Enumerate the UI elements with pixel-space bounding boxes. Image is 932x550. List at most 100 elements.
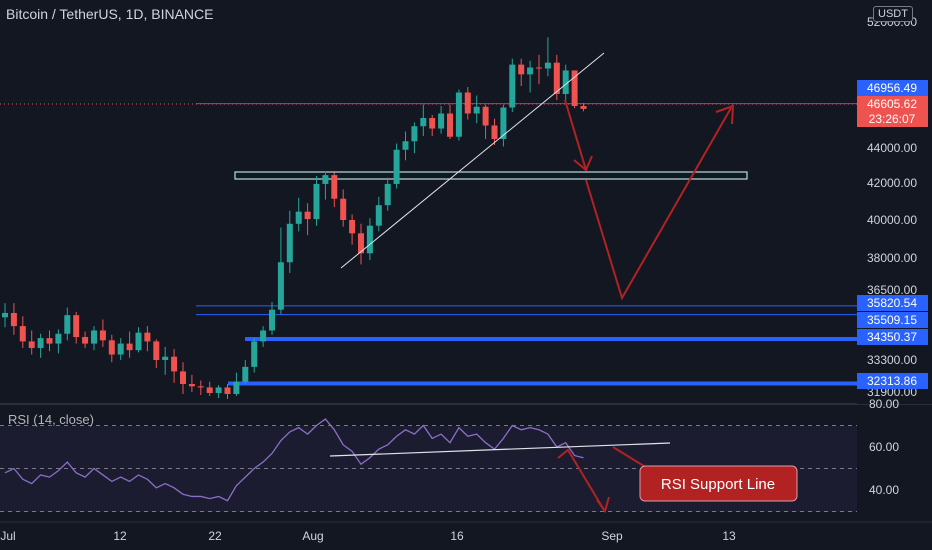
- candle-body: [562, 70, 569, 94]
- candle-body: [571, 70, 578, 106]
- candle-body: [180, 371, 186, 384]
- price-tick-label: 42000.00: [867, 176, 917, 190]
- candle-body: [295, 211, 302, 224]
- price-tick-label: 40000.00: [867, 213, 917, 227]
- candle-body: [447, 113, 453, 137]
- candle-body: [126, 343, 133, 351]
- candle-body: [153, 341, 160, 360]
- candle-body: [491, 125, 498, 139]
- candle-body: [82, 337, 89, 344]
- candle-body: [500, 107, 507, 139]
- price-tick-label: 33300.00: [867, 353, 917, 367]
- price-label-box: [857, 373, 928, 389]
- candle-body: [269, 309, 275, 331]
- candle-body: [10, 312, 17, 327]
- price-label: 23:26:07: [869, 112, 916, 126]
- resistance-box: [234, 171, 748, 180]
- candle-body: [206, 387, 213, 393]
- candle-body: [188, 384, 195, 387]
- candle-body: [393, 149, 400, 184]
- candle-body: [420, 118, 427, 127]
- time-tick-label: 22: [208, 529, 222, 543]
- rsi-axis: [857, 405, 932, 522]
- currency-selector[interactable]: USDT: [873, 6, 913, 22]
- candle-body: [402, 141, 409, 150]
- time-tick-label: Jul: [0, 529, 15, 543]
- candle-body: [224, 387, 231, 394]
- candle-body: [464, 92, 471, 114]
- candle-body: [55, 333, 62, 344]
- candle-body: [73, 315, 80, 338]
- candle-body: [91, 330, 97, 344]
- price-tick-label: 44000.00: [867, 141, 917, 155]
- candle-body: [429, 118, 436, 129]
- candle-body: [117, 343, 124, 355]
- candle-body: [580, 106, 587, 109]
- rsi-tick-label: 40.00: [869, 483, 899, 497]
- candle-body: [544, 62, 551, 69]
- candle-body: [384, 183, 391, 206]
- candle-body: [171, 356, 178, 372]
- candle-body: [313, 183, 320, 220]
- price-label-box: [857, 329, 928, 345]
- price-label-box: [857, 295, 928, 311]
- price-label: 32313.86: [867, 374, 917, 388]
- candle-body: [242, 366, 249, 382]
- rsi-support-line: [329, 442, 671, 457]
- candle-body: [215, 387, 222, 393]
- rsi-callout-label: RSI Support Line: [661, 476, 775, 493]
- candle-body: [135, 332, 142, 351]
- candle-body: [331, 175, 338, 199]
- candle-body: [322, 175, 329, 184]
- time-tick-label: Sep: [601, 529, 623, 543]
- price-tick-label: 38000.00: [867, 251, 917, 265]
- candle-body: [482, 106, 489, 126]
- projection-arrow: [564, 99, 587, 171]
- time-tick-label: 13: [722, 529, 736, 543]
- candle-body: [473, 106, 480, 114]
- candle-body: [19, 326, 26, 342]
- candle-body: [518, 64, 525, 75]
- rsi-tick-label: 80.00: [869, 397, 899, 411]
- candle-body: [304, 211, 311, 220]
- candle-body: [144, 332, 151, 342]
- candle-body: [349, 220, 356, 234]
- candle-body: [536, 67, 542, 69]
- candle-body: [358, 233, 364, 254]
- candle-body: [233, 381, 240, 394]
- candle-body: [99, 330, 106, 341]
- candle-body: [37, 338, 44, 348]
- rsi-title: RSI (14, close): [8, 412, 94, 427]
- rsi-callout-box: [639, 465, 798, 502]
- price-label: 34350.37: [867, 330, 917, 344]
- candle-body: [527, 67, 534, 75]
- candle-body: [340, 198, 347, 220]
- time-tick-label: 12: [113, 529, 127, 543]
- candle-body: [286, 223, 293, 263]
- projection-arrow-head: [573, 155, 593, 172]
- candle-body: [108, 340, 115, 355]
- time-tick-label: 16: [450, 529, 464, 543]
- candle-body: [455, 92, 462, 137]
- chart-title: Bitcoin / TetherUS, 1D, BINANCE: [6, 6, 214, 22]
- rsi-projection-arrow: [557, 448, 605, 511]
- rsi-line: [4, 418, 584, 502]
- price-label: 46956.49: [867, 81, 917, 95]
- candle-body: [260, 330, 267, 342]
- price-label-box: [857, 80, 928, 96]
- price-label-box: [857, 96, 928, 112]
- price-label: 35509.15: [867, 313, 917, 327]
- projection-path: [585, 107, 732, 301]
- price-label: 46605.62: [867, 97, 917, 111]
- candle-body: [28, 341, 35, 348]
- candle-body: [197, 386, 204, 388]
- candle-body: [162, 356, 169, 360]
- price-label-box: [857, 312, 928, 328]
- candle-body: [251, 341, 258, 367]
- rsi-projection-arrow-head: [596, 496, 610, 514]
- candle-body: [2, 312, 8, 318]
- candle-body: [46, 338, 53, 344]
- candle-body: [553, 62, 560, 94]
- candle-body: [375, 205, 382, 226]
